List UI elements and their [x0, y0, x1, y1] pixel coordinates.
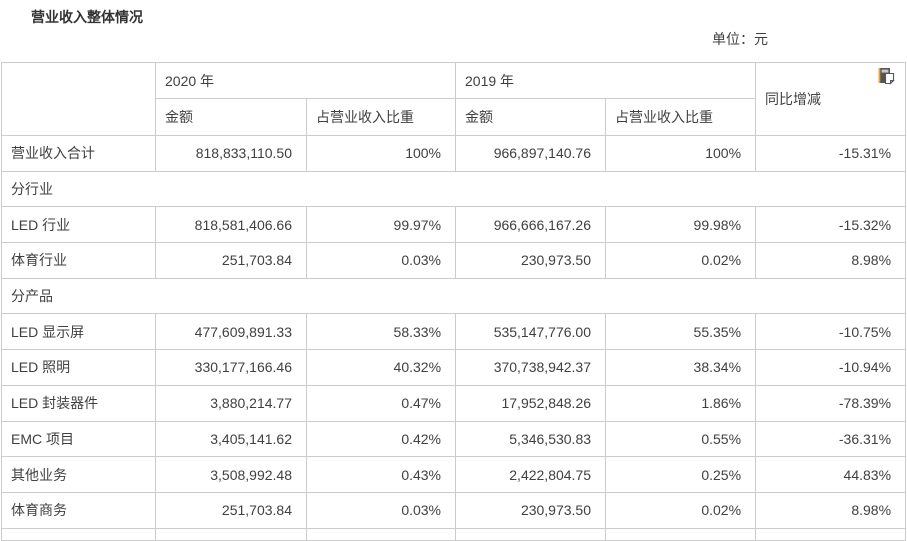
- unit-label: 单位：元: [712, 31, 768, 47]
- cell-pct-2019: 55.35%: [605, 313, 757, 351]
- header-yoy: 同比增减: [755, 62, 907, 136]
- cell-amount-2020: 251,703.84: [155, 491, 307, 529]
- cell-label: 其他业务: [1, 456, 156, 493]
- cell-yoy: -10.75%: [755, 313, 907, 351]
- table-row: LED 行业 818,581,406.66 99.97% 966,666,167…: [1, 206, 907, 244]
- cell-pct-2020: 0.47%: [305, 384, 457, 422]
- table-row: LED 封装器件 3,880,214.77 0.47% 17,952,848.2…: [1, 384, 907, 422]
- cell-label: 体育商务: [1, 491, 156, 529]
- cell-pct-2019: 1.86%: [605, 384, 757, 422]
- cell-label: LED 显示屏: [1, 313, 156, 351]
- cell-empty: [305, 527, 457, 541]
- section-label: 分行业: [0, 170, 907, 208]
- cell-label: EMC 项目: [1, 420, 156, 458]
- cell-pct-2020: 99.97%: [305, 206, 457, 244]
- cell-pct-2020: 0.03%: [305, 491, 457, 529]
- cell-amount-2019: 230,973.50: [455, 242, 607, 279]
- section-label: 分产品: [0, 277, 907, 315]
- cell-amount-2020: 330,177,166.46: [155, 349, 307, 386]
- table-row: 营业收入合计 818,833,110.50 100% 966,897,140.7…: [1, 135, 907, 172]
- cell-amount-2020: 3,405,141.62: [155, 420, 307, 458]
- header-row-years: 2020 年 2019 年 同比增减: [1, 62, 907, 136]
- table-row: 其他业务 3,508,992.48 0.43% 2,422,804.75 0.2…: [1, 456, 907, 493]
- cell-amount-2019: 370,738,942.37: [455, 349, 607, 386]
- header-proportion-2020: 占营业收入比重: [305, 98, 457, 136]
- cell-label: LED 照明: [1, 349, 156, 386]
- cell-empty: [455, 527, 607, 541]
- cell-amount-2019: 2,422,804.75: [455, 456, 607, 493]
- cell-pct-2020: 100%: [305, 135, 457, 172]
- cell-pct-2019: 0.02%: [605, 491, 757, 529]
- cell-label: 营业收入合计: [1, 135, 156, 172]
- cell-amount-2020: 3,880,214.77: [155, 384, 307, 422]
- cell-pct-2019: 0.55%: [605, 420, 757, 458]
- section-row: 分行业: [0, 170, 907, 208]
- cell-pct-2019: 0.02%: [605, 242, 757, 279]
- cell-empty: [755, 527, 907, 541]
- section-row: 分产品: [0, 277, 907, 315]
- page-title: 营业收入整体情况: [31, 9, 143, 25]
- table-row: 体育行业 251,703.84 0.03% 230,973.50 0.02% 8…: [1, 242, 907, 279]
- cell-pct-2020: 58.33%: [305, 313, 457, 351]
- cell-amount-2020: 3,508,992.48: [155, 456, 307, 493]
- cell-amount-2019: 17,952,848.26: [455, 384, 607, 422]
- cell-amount-2019: 966,666,167.26: [455, 206, 607, 244]
- cell-yoy: -10.94%: [755, 349, 907, 386]
- table-row: EMC 项目 3,405,141.62 0.42% 5,346,530.83 0…: [1, 420, 907, 458]
- cell-yoy: -15.32%: [755, 206, 907, 244]
- header-amount-2019: 金额: [455, 98, 607, 136]
- header-year-2020: 2020 年: [154, 62, 457, 99]
- table-row: LED 照明 330,177,166.46 40.32% 370,738,942…: [1, 349, 907, 386]
- cell-pct-2020: 40.32%: [305, 349, 457, 386]
- cell-empty: [1, 527, 156, 541]
- cell-pct-2020: 0.42%: [305, 420, 457, 458]
- header-empty-cell: [1, 62, 156, 136]
- table-row: 体育商务 251,703.84 0.03% 230,973.50 0.02% 8…: [1, 491, 907, 529]
- cell-pct-2019: 99.98%: [605, 206, 757, 244]
- cell-label: 体育行业: [1, 242, 156, 279]
- cell-amount-2020: 251,703.84: [155, 242, 307, 279]
- header-amount-2020: 金额: [155, 98, 307, 136]
- table-row: LED 显示屏 477,609,891.33 58.33% 535,147,77…: [1, 313, 907, 351]
- table-row-clipped: [1, 527, 907, 541]
- cell-amount-2019: 535,147,776.00: [455, 313, 607, 351]
- header-year-2019: 2019 年: [455, 62, 757, 99]
- cell-empty: [605, 527, 757, 541]
- cell-amount-2019: 230,973.50: [455, 491, 607, 529]
- cell-amount-2020: 818,833,110.50: [155, 135, 307, 172]
- header-row-measures: 金额 占营业收入比重 金额 占营业收入比重: [2, 98, 906, 136]
- cell-pct-2019: 0.25%: [605, 456, 757, 493]
- revenue-table: 2020 年 2019 年 同比增减 金额 占营业收入比重 金额 占营业收入比重…: [0, 62, 907, 541]
- cell-pct-2020: 0.03%: [305, 242, 457, 279]
- cell-empty: [155, 527, 307, 541]
- cell-amount-2019: 966,897,140.76: [455, 135, 607, 172]
- cell-amount-2020: 477,609,891.33: [155, 313, 307, 351]
- cell-label: LED 行业: [1, 206, 156, 244]
- cell-yoy: -36.31%: [755, 420, 907, 458]
- cell-yoy: -15.31%: [755, 135, 907, 172]
- copy-icon[interactable]: [877, 67, 897, 87]
- cell-yoy: 44.83%: [755, 456, 907, 493]
- cell-label: LED 封装器件: [1, 384, 156, 422]
- cell-pct-2020: 0.43%: [305, 456, 457, 493]
- cell-amount-2020: 818,581,406.66: [155, 206, 307, 244]
- cell-pct-2019: 100%: [605, 135, 757, 172]
- header-yoy-label: 同比增减: [765, 91, 822, 107]
- cell-amount-2019: 5,346,530.83: [455, 420, 607, 458]
- header-proportion-2019: 占营业收入比重: [605, 98, 757, 136]
- cell-yoy: 8.98%: [755, 491, 907, 529]
- cell-yoy: -78.39%: [755, 384, 907, 422]
- cell-yoy: 8.98%: [755, 242, 907, 279]
- cell-pct-2019: 38.34%: [605, 349, 757, 386]
